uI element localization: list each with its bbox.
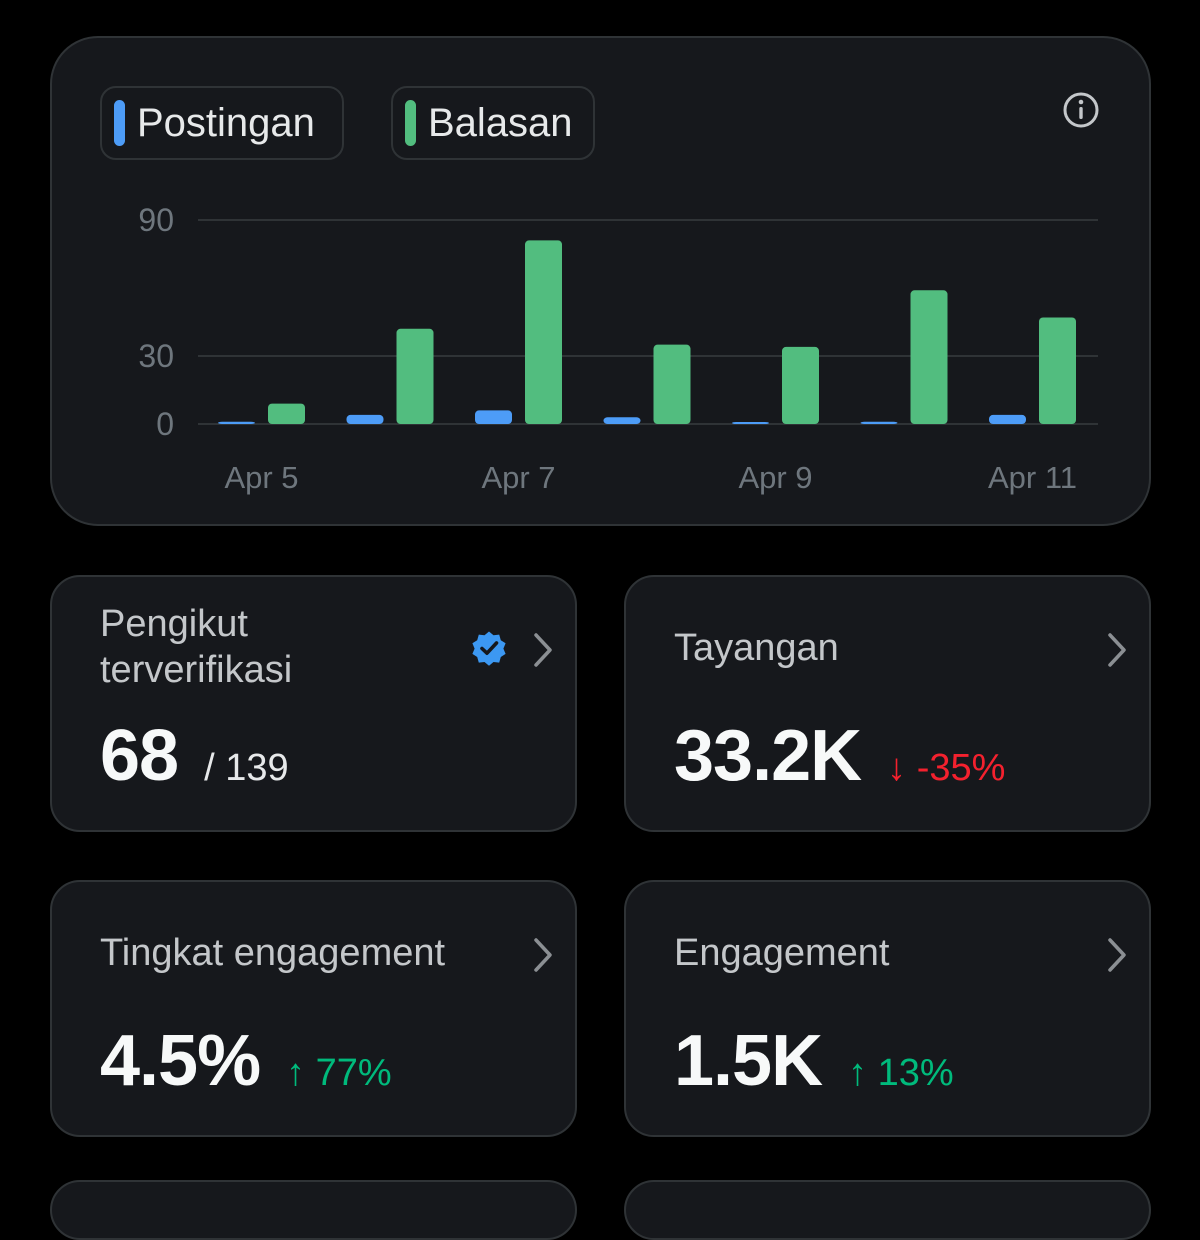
stat-value: 4.5% [100,1021,261,1101]
legend-postingan-swatch [114,100,125,146]
stat-card-verified-followers[interactable]: Pengikut terverifikasi 68 / 139 [50,575,577,832]
chevron-right-icon[interactable] [1105,631,1129,669]
bar-balasan-apr-11 [1039,317,1076,424]
stat-card-engagement-rate[interactable]: Tingkat engagement 4.5% ↑ 77% [50,880,577,1137]
legend-postingan-toggle[interactable]: Postingan [100,86,344,160]
chart-card: 90 30 0 Apr 5 Apr 7 Apr 9 Apr 11 Postingan Bal… [50,36,1151,526]
bar-chart: 90 30 0 Apr 5 Apr 7 Apr 9 Apr 11 [138,202,1098,495]
stat-value-row: 1.5K ↑ 13% [674,1020,954,1102]
verified-badge-icon [472,631,506,666]
stat-delta: ↑ 13% [848,1052,954,1094]
y-tick-label: 0 [156,406,174,442]
stat-value: 1.5K [674,1021,823,1101]
bar-postingan-apr-10 [860,421,898,424]
chevron-right-icon[interactable] [531,631,555,669]
bar-postingan-apr-5 [218,421,255,424]
x-tick-label: Apr 11 [988,460,1077,495]
info-icon[interactable] [1061,90,1101,130]
y-tick-label: 30 [138,338,174,374]
bar-postingan-apr-8 [603,417,641,424]
bar-balasan-apr-9 [782,346,819,424]
stat-card-views[interactable]: Tayangan 33.2K ↓ -35% [624,575,1151,832]
bar-balasan-apr-10 [910,290,948,424]
stat-delta: ↓ -35% [887,747,1006,789]
bar-balasan-apr-8 [653,344,691,424]
chevron-right-icon[interactable] [1105,936,1129,974]
stat-value: 68 [100,716,179,796]
stat-card-engagement[interactable]: Engagement 1.5K ↑ 13% [624,880,1151,1137]
bar-balasan-apr-5 [268,403,305,424]
bar-postingan-apr-6 [346,414,384,424]
stat-card-next-right[interactable] [624,1180,1151,1240]
x-tick-label: Apr 7 [481,460,555,495]
stat-total: / 139 [204,747,289,789]
stat-value-row: 33.2K ↓ -35% [674,715,1005,797]
stat-card-next-left[interactable] [50,1180,577,1240]
legend-balasan-label: Balasan [428,100,573,145]
bar-postingan-apr-11 [989,414,1026,424]
x-tick-label: Apr 9 [738,460,812,495]
chevron-right-icon[interactable] [531,936,555,974]
stat-delta: ↑ 77% [286,1052,392,1094]
y-tick-label: 90 [138,202,174,238]
bar-postingan-apr-7 [475,410,512,424]
stat-title: Engagement [674,932,890,974]
legend-balasan-swatch [405,100,416,146]
x-tick-label: Apr 5 [224,460,298,495]
stat-title: Tayangan [674,627,839,669]
stat-value-row: 68 / 139 [100,715,289,797]
legend-postingan-label: Postingan [137,100,315,145]
stat-title: Tingkat engagement [100,932,446,974]
bar-balasan-apr-7 [525,240,562,424]
stat-value: 33.2K [674,716,862,796]
stat-value-row: 4.5% ↑ 77% [100,1020,392,1102]
legend-balasan-toggle[interactable]: Balasan [391,86,595,160]
bar-postingan-apr-9 [732,422,769,424]
bar-balasan-apr-6 [396,328,434,424]
stat-title: Pengikut terverifikasi [100,603,293,691]
